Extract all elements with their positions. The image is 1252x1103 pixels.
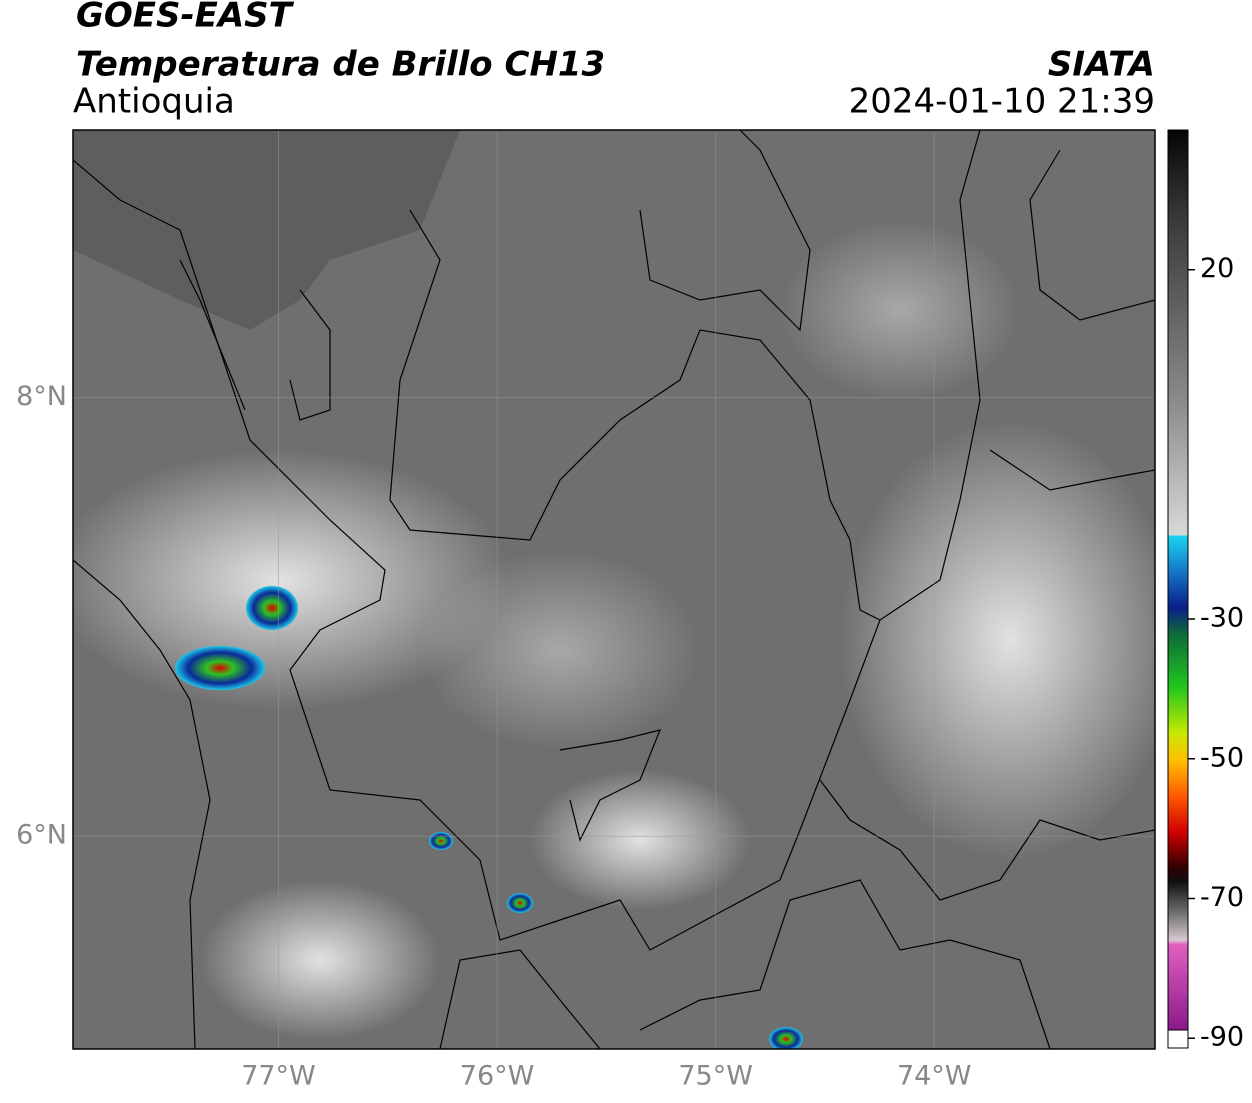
region: Antioquia — [73, 82, 235, 122]
map-frame — [72, 129, 1156, 1050]
storm-cell — [429, 832, 453, 850]
cloud — [840, 420, 1155, 860]
datetime: 2024-01-10 21:39 — [849, 82, 1155, 122]
colorbar-tick-label: 20 — [1200, 253, 1234, 284]
cloud — [200, 880, 440, 1040]
x-tick-label: 77°W — [241, 1061, 316, 1092]
storm-cell — [507, 893, 533, 913]
sea — [73, 130, 460, 330]
colorbar — [1168, 130, 1188, 1030]
cloud — [420, 550, 700, 750]
storm-cell — [246, 586, 298, 630]
source: SIATA — [1048, 45, 1155, 85]
colorbar-tick-label: -90 — [1200, 1022, 1244, 1053]
cloud — [530, 770, 750, 910]
cloud — [780, 220, 1020, 400]
colorbar-under — [1167, 1029, 1189, 1049]
y-tick-label: 6°N — [16, 820, 67, 851]
x-tick-label: 76°W — [460, 1061, 535, 1092]
colorbar-tick-label: -30 — [1200, 603, 1244, 634]
title: GOES-EAST — [76, 0, 295, 36]
storm-cell — [175, 646, 265, 690]
x-tick-label: 75°W — [678, 1061, 753, 1092]
colorbar-tick-label: -50 — [1200, 742, 1244, 773]
y-tick-label: 8°N — [16, 381, 67, 412]
storm-cell — [769, 1027, 803, 1049]
imagery — [73, 130, 1155, 1049]
subtitle: Temperatura de Brillo CH13 — [76, 45, 605, 85]
grid — [73, 130, 1155, 1049]
colorbar-tick-label: -70 — [1200, 882, 1244, 913]
x-tick-label: 74°W — [897, 1061, 972, 1092]
colorbar-frame — [1167, 129, 1189, 1049]
